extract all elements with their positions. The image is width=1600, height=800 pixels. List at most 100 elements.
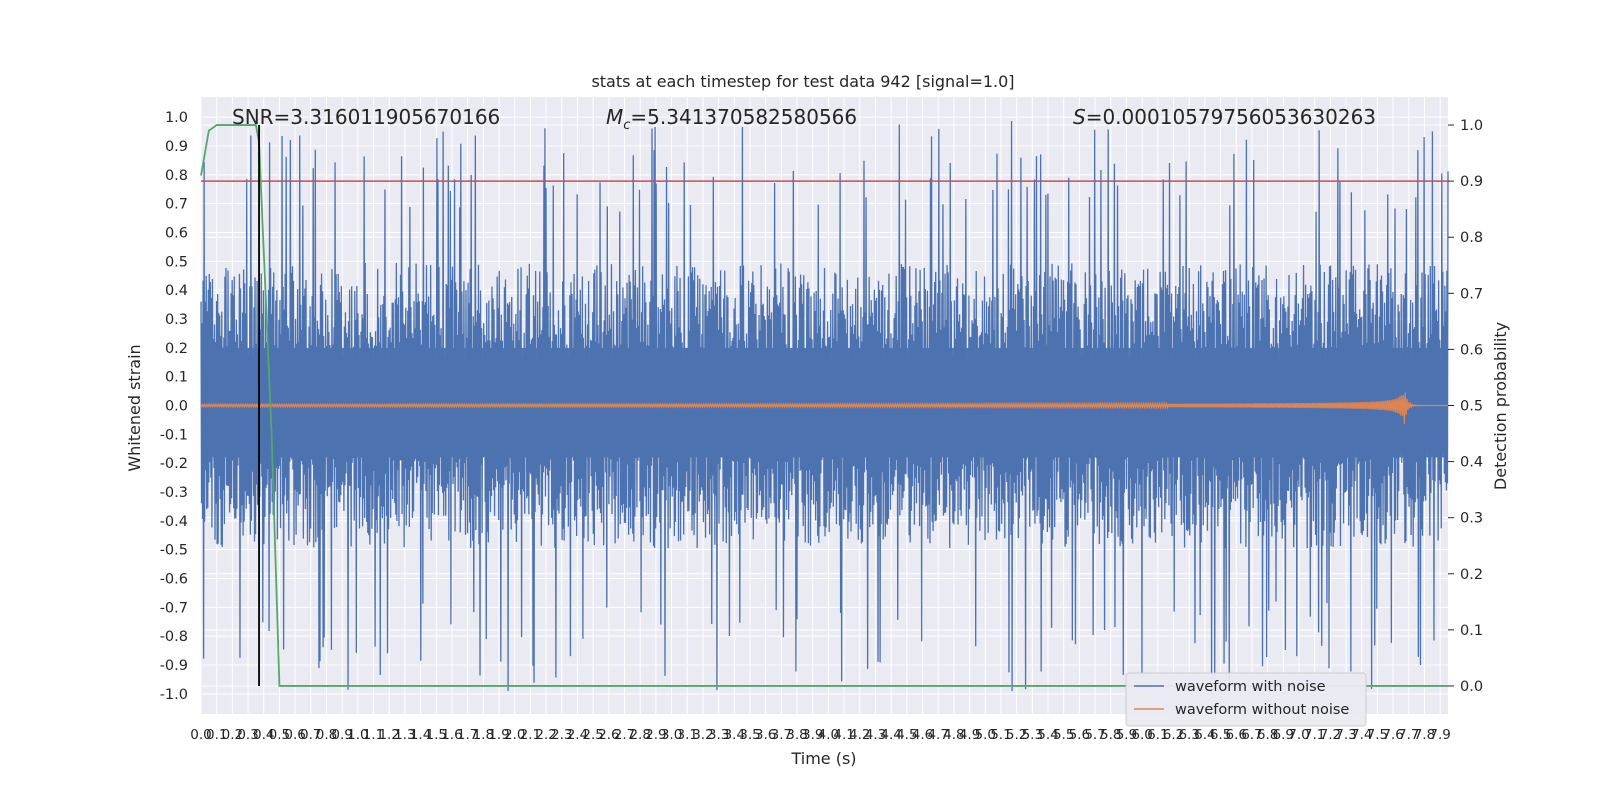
- x-tick-label: 4.5: [896, 727, 917, 743]
- y-tick-label-left: 0.4: [165, 283, 188, 299]
- x-tick-label: 4.7: [927, 727, 948, 743]
- x-tick-label: 7.8: [1414, 727, 1435, 743]
- x-tick-label: 7.9: [1429, 727, 1450, 743]
- y-tick-label-left: -0.3: [160, 485, 188, 501]
- y-tick-label-right: 0.4: [1460, 455, 1483, 471]
- y-tick-labels-right: 0.0 0.1 0.2 0.3 0.4 0.5 0.6 0.7 0.8 0.9 1.0: [1448, 118, 1483, 695]
- x-tick-label: 3.0: [661, 727, 682, 743]
- y-tick-label-right: 1.0: [1460, 118, 1483, 134]
- x-tick-label: 0.3: [237, 727, 258, 743]
- x-tick-label: 6.4: [1194, 727, 1215, 743]
- x-tick-label: 3.7: [771, 727, 792, 743]
- x-tick-label: 4.6: [912, 727, 933, 743]
- y-tick-label-left: -0.4: [160, 514, 188, 530]
- x-tick-label: 6.1: [1147, 727, 1168, 743]
- x-tick-label: 0.7: [300, 727, 321, 743]
- x-tick-label: 6.7: [1241, 727, 1262, 743]
- y-tick-label-left: 1.0: [165, 110, 188, 126]
- x-tick-label: 5.8: [1100, 727, 1121, 743]
- series-waveform-without-noise: [200, 392, 1448, 424]
- y-axis-label-left: Whitened strain: [125, 344, 144, 471]
- y-tick-label-left: -0.9: [160, 658, 188, 674]
- s-symbol: S: [1073, 105, 1086, 129]
- x-tick-label: 3.4: [724, 727, 745, 743]
- x-tick-label: 5.4: [1037, 727, 1058, 743]
- s-annotation: S=0.00010579756053630263: [1073, 105, 1376, 129]
- x-tick-label: 0.4: [253, 727, 274, 743]
- x-tick-label: 5.9: [1116, 727, 1137, 743]
- x-tick-label: 2.6: [598, 727, 619, 743]
- chart-title: stats at each timestep for test data 942…: [591, 72, 1014, 91]
- y-tick-label-left: 0.1: [165, 370, 188, 386]
- y-tick-label-left: 0.3: [165, 312, 188, 328]
- x-tick-label: 2.2: [535, 727, 556, 743]
- x-tick-label: 6.8: [1257, 727, 1278, 743]
- x-tick-label: 6.3: [1178, 727, 1199, 743]
- x-tick-label: 2.4: [567, 727, 588, 743]
- snr-annotation: SNR=3.316011905670166: [232, 105, 500, 129]
- x-tick-label: 2.3: [551, 727, 572, 743]
- x-tick-label: 3.3: [708, 727, 729, 743]
- x-tick-label: 2.8: [629, 727, 650, 743]
- x-tick-label: 7.7: [1398, 727, 1419, 743]
- x-tick-label: 1.2: [378, 727, 399, 743]
- y-tick-label-right: 0.0: [1460, 679, 1483, 695]
- x-tick-label: 0.1: [206, 727, 227, 743]
- x-tick-label: 0.9: [331, 727, 352, 743]
- x-tick-label: 6.5: [1210, 727, 1231, 743]
- x-tick-label: 3.2: [692, 727, 713, 743]
- legend-label-clean: waveform without noise: [1175, 702, 1349, 718]
- x-tick-label: 4.1: [833, 727, 854, 743]
- x-tick-label: 2.7: [614, 727, 635, 743]
- y-tick-label-left: -1.0: [160, 687, 188, 703]
- x-tick-label: 6.0: [1131, 727, 1152, 743]
- x-tick-label: 5.0: [975, 727, 996, 743]
- y-tick-label-left: -0.2: [160, 456, 188, 472]
- x-tick-label: 3.1: [677, 727, 698, 743]
- legend-label-noise: waveform with noise: [1175, 679, 1326, 695]
- y-tick-label-right: 0.6: [1460, 342, 1483, 358]
- x-tick-label: 1.9: [488, 727, 509, 743]
- y-tick-label-left: -0.8: [160, 629, 188, 645]
- x-tick-label: 5.1: [990, 727, 1011, 743]
- x-tick-label: 4.0: [818, 727, 839, 743]
- x-tick-label: 1.8: [473, 727, 494, 743]
- x-tick-label: 6.2: [1163, 727, 1184, 743]
- y-tick-label-left: -0.7: [160, 600, 188, 616]
- x-tick-label: 0.6: [284, 727, 305, 743]
- chirp-mass-subscript: c: [623, 118, 630, 133]
- y-tick-label-left: -0.1: [160, 427, 188, 443]
- noise-waveform-path: [200, 120, 1449, 692]
- x-tick-label: 2.9: [645, 727, 666, 743]
- x-tick-label: 2.5: [582, 727, 603, 743]
- y-tick-label-left: -0.6: [160, 571, 188, 587]
- y-tick-labels-left: -1.0 -0.9 -0.8 -0.7 -0.6 -0.5 -0.4 -0.3 -0.2 -0.1…: [160, 110, 188, 703]
- x-tick-label: 2.1: [520, 727, 541, 743]
- y-tick-label-left: 0.0: [165, 399, 188, 415]
- x-tick-label: 3.8: [786, 727, 807, 743]
- x-tick-label: 4.4: [880, 727, 901, 743]
- x-tick-label: 7.0: [1288, 727, 1309, 743]
- x-tick-label: 7.1: [1304, 727, 1325, 743]
- x-tick-label: 0.5: [269, 727, 290, 743]
- x-tick-label: 1.3: [394, 727, 415, 743]
- x-tick-label: 1.6: [441, 727, 462, 743]
- x-tick-label: 6.9: [1273, 727, 1294, 743]
- x-tick-label: 4.3: [865, 727, 886, 743]
- x-tick-label: 4.2: [849, 727, 870, 743]
- detection-probability-line: [200, 124, 1448, 687]
- x-tick-label: 5.3: [1022, 727, 1043, 743]
- y-tick-label-left: 0.7: [165, 197, 188, 213]
- x-tick-label: 3.5: [739, 727, 760, 743]
- chirp-mass-value: =5.341370582580566: [630, 105, 857, 129]
- x-tick-label: 7.3: [1335, 727, 1356, 743]
- y-tick-label-left: 0.6: [165, 226, 188, 242]
- x-tick-label: 1.1: [363, 727, 384, 743]
- x-tick-label: 3.9: [802, 727, 823, 743]
- x-tick-label: 1.4: [410, 727, 431, 743]
- overlay-lines: [200, 124, 1448, 687]
- x-tick-label: 4.9: [959, 727, 980, 743]
- y-tick-label-right: 0.2: [1460, 567, 1483, 583]
- chirp-mass-annotation: Mc=5.341370582580566: [606, 105, 857, 133]
- legend: waveform with noise waveform without noi…: [1125, 672, 1367, 727]
